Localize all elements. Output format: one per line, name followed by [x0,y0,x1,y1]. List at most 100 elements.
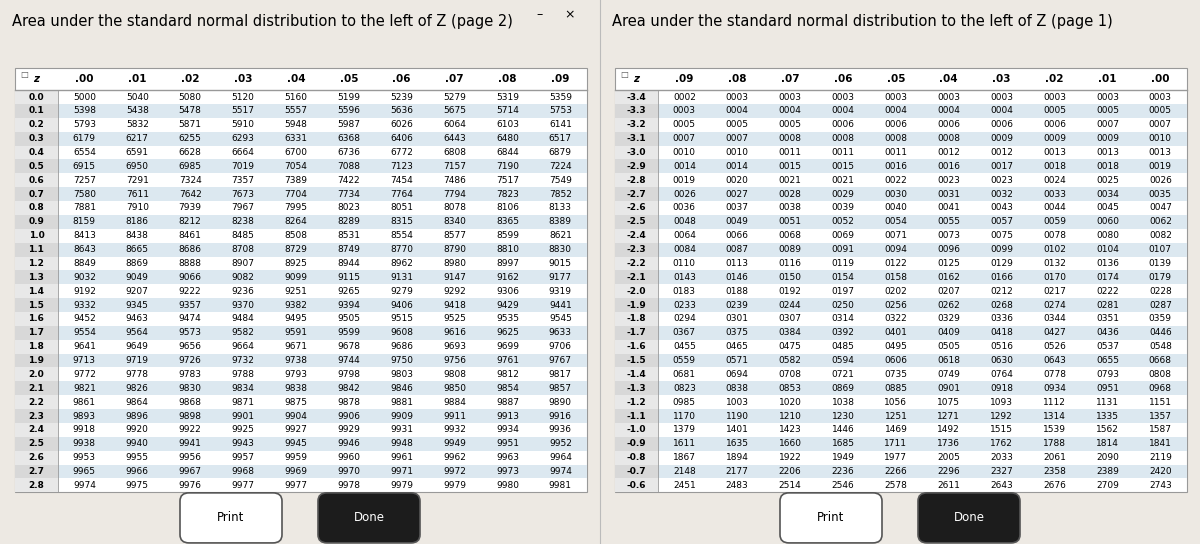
Bar [616,118,658,132]
Text: Area under the standard normal distribution to the left of Z (page 2): Area under the standard normal distribut… [12,14,512,29]
Text: 0047: 0047 [1148,203,1171,213]
Text: 0022: 0022 [884,176,907,185]
Text: 8531: 8531 [337,231,360,240]
Text: 9945: 9945 [284,439,307,448]
Text: -2.6: -2.6 [626,203,647,213]
Text: 8729: 8729 [284,245,307,254]
Text: 0006: 0006 [832,120,854,129]
Bar [616,187,658,201]
Text: 2514: 2514 [779,481,802,490]
Text: 0016: 0016 [937,162,960,171]
Bar [14,174,58,187]
Bar [14,437,58,451]
Text: 0004: 0004 [779,107,802,115]
Text: 7764: 7764 [390,190,413,199]
Text: 8315: 8315 [390,218,413,226]
Text: 7704: 7704 [284,190,307,199]
Text: 8051: 8051 [390,203,413,213]
Text: 5636: 5636 [390,107,413,115]
Text: 0136: 0136 [1096,259,1118,268]
Text: 9830: 9830 [179,384,202,393]
Bar [616,229,658,243]
Text: 0008: 0008 [779,134,802,143]
Text: 0901: 0901 [937,384,960,393]
Text: 0307: 0307 [779,314,802,324]
Text: 0024: 0024 [1043,176,1066,185]
Text: 0080: 0080 [1096,231,1118,240]
Text: 5793: 5793 [73,120,96,129]
Text: 9977: 9977 [232,481,254,490]
Text: 9980: 9980 [496,481,518,490]
Bar [616,215,658,229]
Bar [14,423,58,437]
Text: 5398: 5398 [73,107,96,115]
Text: 0329: 0329 [937,314,960,324]
Text: 1075: 1075 [937,398,960,407]
Text: 9418: 9418 [443,301,466,310]
Text: 9778: 9778 [126,370,149,379]
Text: -3.3: -3.3 [626,107,647,115]
Text: 0.8: 0.8 [29,203,44,213]
Text: 1151: 1151 [1148,398,1172,407]
Text: 9834: 9834 [232,384,254,393]
Bar [658,104,1187,118]
Text: 2709: 2709 [1096,481,1118,490]
Text: 0017: 0017 [990,162,1013,171]
Text: 0764: 0764 [990,370,1013,379]
Text: 0026: 0026 [673,190,696,199]
Text: 0006: 0006 [884,120,907,129]
Bar [14,479,58,492]
Text: 1446: 1446 [832,425,854,435]
Text: 9975: 9975 [126,481,149,490]
Text: 9941: 9941 [179,439,202,448]
Bar [14,68,587,492]
Text: 0023: 0023 [937,176,960,185]
Text: 0003: 0003 [1096,92,1118,102]
Text: 0011: 0011 [884,148,907,157]
Text: 0059: 0059 [1043,218,1066,226]
Text: 0.3: 0.3 [29,134,44,143]
Text: 1210: 1210 [779,411,802,421]
Text: 2.8: 2.8 [29,481,44,490]
Text: 0455: 0455 [673,342,696,351]
Text: 0526: 0526 [1043,342,1066,351]
Text: 1539: 1539 [1043,425,1066,435]
Text: -2.5: -2.5 [626,218,647,226]
Text: 5239: 5239 [390,92,413,102]
Text: 0207: 0207 [937,287,960,296]
Text: 1314: 1314 [1043,411,1066,421]
Text: 8340: 8340 [443,218,466,226]
Text: 9649: 9649 [126,342,149,351]
Text: 9744: 9744 [337,356,360,365]
Text: 1.1: 1.1 [29,245,44,254]
Text: 0222: 0222 [1096,287,1118,296]
Bar [14,229,58,243]
Text: 0918: 0918 [990,384,1013,393]
Text: .02: .02 [181,74,199,84]
Text: 1379: 1379 [673,425,696,435]
Text: 9861: 9861 [73,398,96,407]
Text: 6554: 6554 [73,148,96,157]
Text: 2033: 2033 [990,453,1013,462]
Text: 7324: 7324 [179,176,202,185]
Text: 0548: 0548 [1148,342,1171,351]
Text: -2.0: -2.0 [626,287,646,296]
Text: 9904: 9904 [284,411,307,421]
Text: 9878: 9878 [337,398,360,407]
Bar [14,257,58,270]
Bar [616,132,658,146]
Text: 0401: 0401 [884,329,907,337]
Text: -0.7: -0.7 [626,467,647,476]
Bar [14,451,58,465]
Bar [58,270,587,285]
Text: 5832: 5832 [126,120,149,129]
Text: 7995: 7995 [284,203,307,213]
Text: Done: Done [954,511,984,524]
Text: .07: .07 [445,74,464,84]
Text: 2546: 2546 [832,481,854,490]
Text: 0301: 0301 [726,314,749,324]
Bar [58,437,587,451]
Text: 9857: 9857 [548,384,572,393]
Text: ×: × [565,8,575,21]
Text: -3.0: -3.0 [626,148,646,157]
